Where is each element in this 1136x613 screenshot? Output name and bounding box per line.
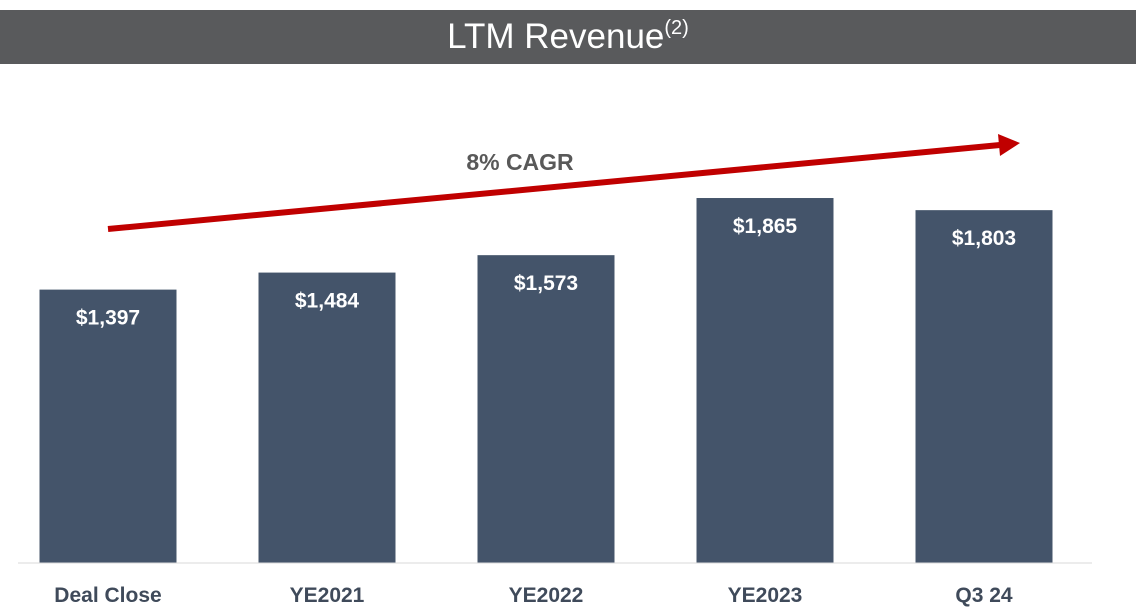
bar-3 [696, 198, 834, 563]
bar-value-label: $1,397 [76, 307, 140, 330]
category-label: Q3 24 [955, 584, 1013, 607]
bar-0 [39, 289, 177, 563]
bar-4 [915, 210, 1053, 563]
category-label: YE2022 [509, 584, 584, 607]
bar-value-label: $1,803 [952, 227, 1016, 250]
chart-title: LTM Revenue [447, 17, 665, 56]
bar-value-label: $1,865 [733, 215, 798, 238]
category-label: YE2023 [728, 584, 803, 607]
bars-group: $1,397 $1,484 $1,573 $1,865 $1,803 [39, 198, 1053, 564]
cagr-arrow-head [998, 134, 1020, 156]
chart-title-footnote: (2) [664, 17, 689, 39]
cagr-annotation: 8% CAGR [466, 149, 574, 175]
chart-title-bar: LTM Revenue(2) [0, 10, 1136, 64]
cagr-arrow-line [107, 142, 1001, 232]
bar-1 [258, 272, 396, 563]
cagr-arrow [107, 134, 1020, 232]
bar-value-label: $1,573 [514, 272, 578, 295]
bar-value-label: $1,484 [295, 290, 360, 313]
bar-2 [477, 255, 615, 564]
category-label: Deal Close [54, 584, 161, 607]
category-label: YE2021 [290, 584, 365, 607]
